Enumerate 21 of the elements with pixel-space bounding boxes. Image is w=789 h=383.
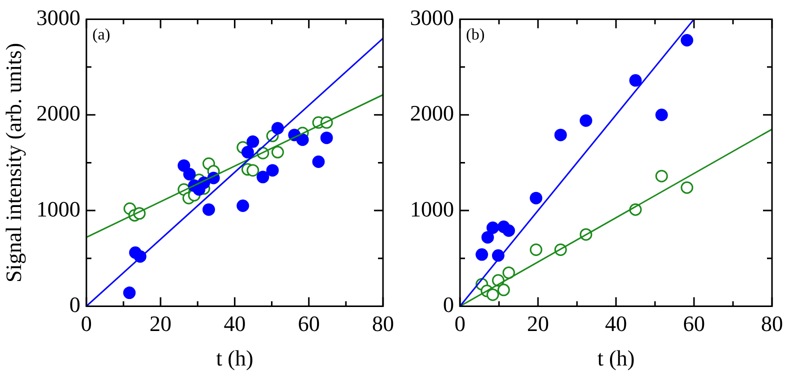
y-tick-label: 3000 [36, 4, 80, 30]
y-tick-label: 1000 [36, 196, 80, 222]
annotation: (b) [466, 26, 485, 44]
x-axis-title: t (h) [216, 346, 254, 371]
y-tick-label: 2000 [410, 100, 454, 126]
y-tick-label: 0 [443, 292, 454, 317]
x-tick-label: 40 [605, 311, 627, 336]
x-tick-label: 20 [527, 311, 549, 336]
x-tick-label: 60 [298, 311, 320, 336]
y-axis-title: Signal intensity (arb. units) [0, 42, 26, 282]
x-tick-label: 80 [372, 311, 394, 336]
x-tick-label: 60 [683, 311, 705, 336]
x-tick-label: 80 [761, 311, 783, 336]
y-tick-label: 3000 [410, 4, 454, 30]
y-tick-label: 2000 [36, 100, 80, 126]
x-axis-title: t (h) [597, 346, 635, 371]
y-tick-label: 1000 [410, 196, 454, 222]
y-tick-label: 0 [69, 292, 80, 317]
x-tick-label: 40 [224, 311, 246, 336]
annotation: (a) [92, 26, 110, 44]
x-tick-label: 20 [150, 311, 172, 336]
